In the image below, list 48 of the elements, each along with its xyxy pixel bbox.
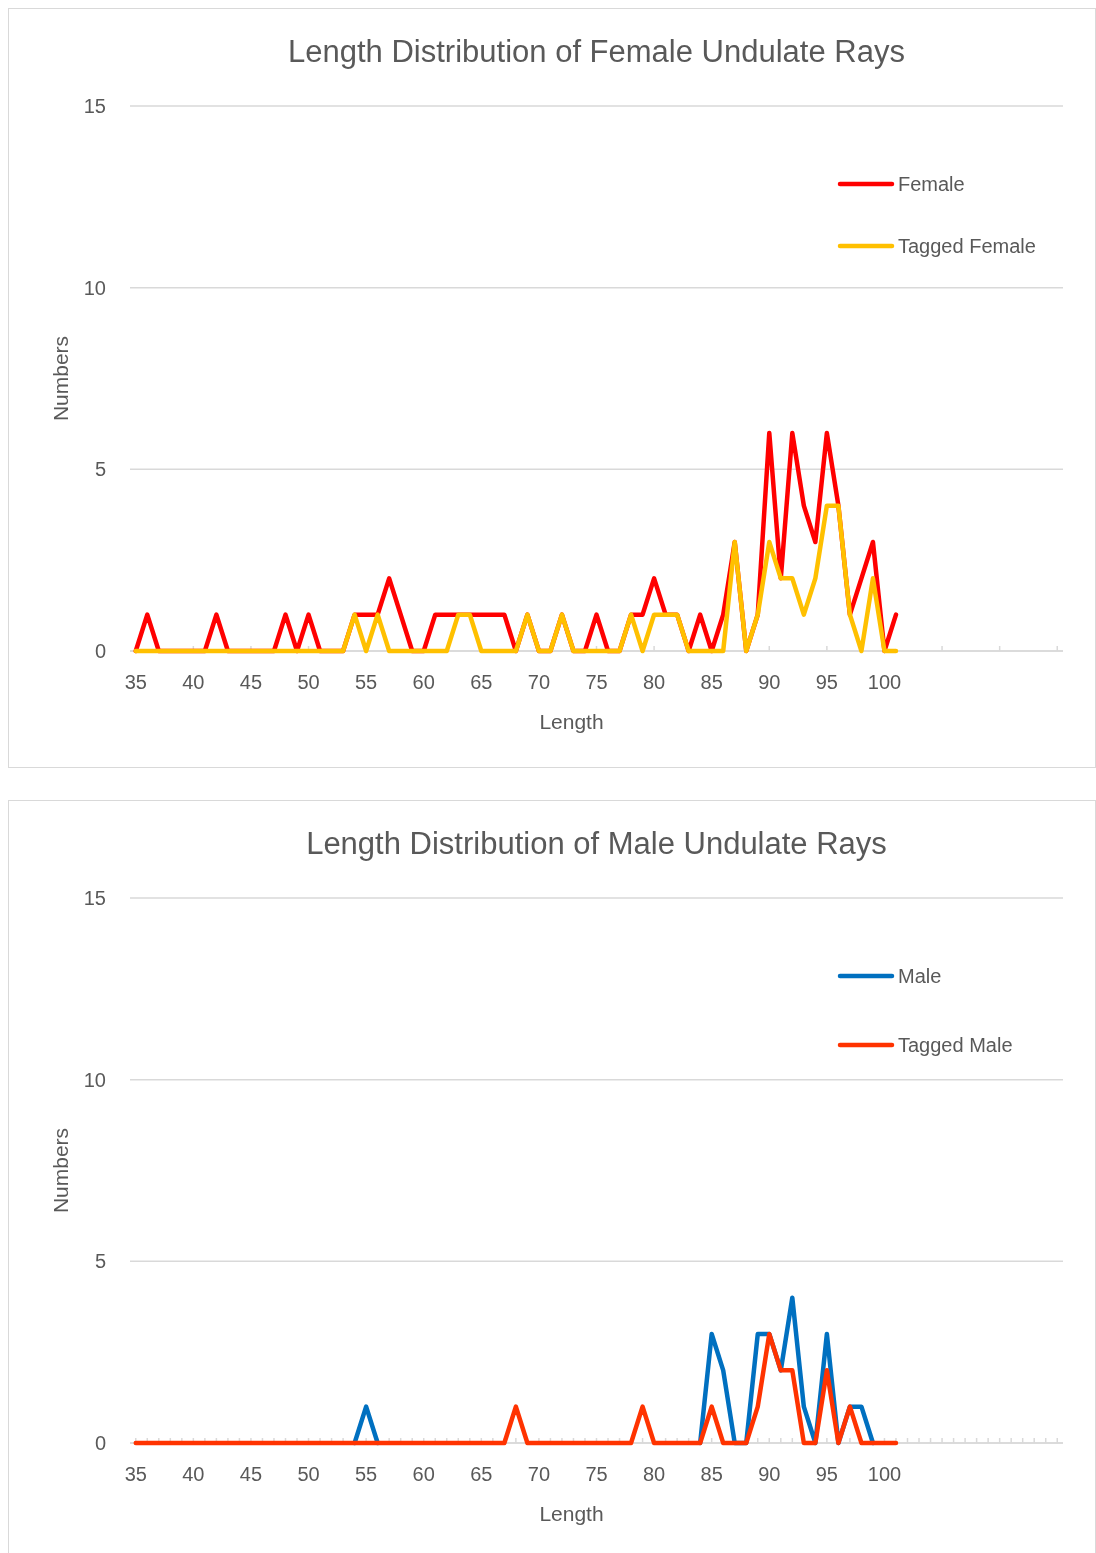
x-tick-label: 35	[124, 671, 147, 693]
y-tick-label: 10	[83, 1068, 106, 1091]
line-series	[133, 503, 899, 654]
x-tick-label: 75	[585, 671, 608, 693]
x-tick-label: 85	[700, 1463, 723, 1485]
x-tick-label: 65	[470, 671, 493, 693]
x-tick-label: 55	[355, 671, 378, 693]
x-tick-label: 50	[297, 1463, 320, 1485]
x-tick-label: 100	[867, 671, 902, 693]
legend-label: Tagged Female	[898, 235, 1036, 257]
x-tick-label: 45	[239, 671, 263, 693]
line-series	[133, 1331, 899, 1446]
legend-label: Tagged Male	[898, 1034, 1013, 1056]
x-tick-label: 100	[867, 1463, 902, 1485]
y-tick-label: 15	[83, 95, 106, 117]
y-tick-label: 5	[94, 458, 106, 481]
x-axis-title: Length	[539, 710, 604, 733]
x-tick-label: 80	[642, 671, 666, 693]
y-axis-title: Numbers	[49, 1127, 72, 1214]
x-tick-label: 95	[815, 671, 838, 693]
x-tick-label: 70	[527, 1463, 551, 1485]
x-tick-label: 95	[815, 1463, 838, 1485]
y-tick-label: 5	[94, 1250, 106, 1273]
x-tick-label: 75	[585, 1463, 608, 1485]
x-tick-label: 50	[297, 671, 320, 693]
x-tick-label: 90	[758, 1463, 781, 1485]
y-tick-label: 0	[94, 640, 106, 662]
y-axis-title: Numbers	[49, 335, 72, 422]
x-tick-label: 55	[355, 1463, 378, 1485]
x-tick-label: 60	[412, 1463, 435, 1485]
x-tick-label: 85	[700, 671, 723, 693]
x-tick-label: 80	[642, 1463, 666, 1485]
x-tick-label: 70	[527, 671, 551, 693]
x-tick-label: 40	[182, 671, 205, 693]
x-axis-title: Length	[539, 1502, 604, 1525]
y-tick-label: 0	[94, 1432, 106, 1454]
x-tick-label: 60	[412, 671, 435, 693]
y-tick-label: 10	[83, 276, 106, 299]
legend-label: Female	[898, 173, 965, 195]
legend-label: Male	[898, 965, 942, 987]
x-tick-label: 40	[182, 1463, 205, 1485]
chart-title: Length Distribution of Female Undulate Rays	[288, 34, 905, 69]
y-tick-label: 15	[83, 887, 106, 909]
x-tick-label: 45	[239, 1463, 263, 1485]
x-tick-label: 35	[124, 1463, 147, 1485]
x-tick-label: 90	[758, 671, 781, 693]
chart-title: Length Distribution of Male Undulate Rays	[306, 826, 887, 861]
x-tick-label: 65	[470, 1463, 493, 1485]
